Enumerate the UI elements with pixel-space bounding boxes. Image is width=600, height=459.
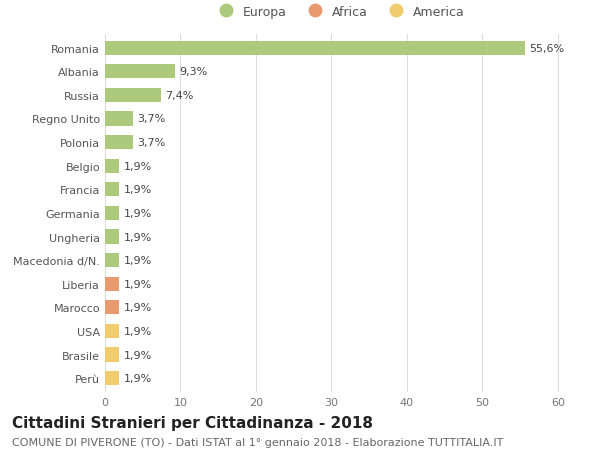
Bar xyxy=(105,324,119,338)
Bar xyxy=(105,65,175,79)
Bar xyxy=(105,136,133,150)
Bar xyxy=(105,371,119,386)
Legend: Europa, Africa, America: Europa, Africa, America xyxy=(211,3,467,21)
Text: 3,7%: 3,7% xyxy=(137,114,166,124)
Bar xyxy=(105,89,161,103)
Text: 1,9%: 1,9% xyxy=(124,279,152,289)
Bar xyxy=(105,301,119,315)
Bar xyxy=(105,159,119,174)
Text: 1,9%: 1,9% xyxy=(124,373,152,383)
Text: 1,9%: 1,9% xyxy=(124,350,152,360)
Text: 1,9%: 1,9% xyxy=(124,185,152,195)
Bar xyxy=(105,207,119,220)
Bar xyxy=(105,230,119,244)
Bar xyxy=(105,253,119,268)
Text: 3,7%: 3,7% xyxy=(137,138,166,148)
Text: 1,9%: 1,9% xyxy=(124,208,152,218)
Text: 55,6%: 55,6% xyxy=(529,44,565,54)
Bar xyxy=(105,348,119,362)
Text: 1,9%: 1,9% xyxy=(124,326,152,336)
Text: Cittadini Stranieri per Cittadinanza - 2018: Cittadini Stranieri per Cittadinanza - 2… xyxy=(12,415,373,431)
Text: 1,9%: 1,9% xyxy=(124,161,152,171)
Text: COMUNE DI PIVERONE (TO) - Dati ISTAT al 1° gennaio 2018 - Elaborazione TUTTITALI: COMUNE DI PIVERONE (TO) - Dati ISTAT al … xyxy=(12,437,503,447)
Bar xyxy=(105,277,119,291)
Text: 1,9%: 1,9% xyxy=(124,256,152,266)
Bar xyxy=(105,183,119,197)
Text: 1,9%: 1,9% xyxy=(124,302,152,313)
Text: 9,3%: 9,3% xyxy=(180,67,208,77)
Text: 1,9%: 1,9% xyxy=(124,232,152,242)
Bar xyxy=(105,41,524,56)
Text: 7,4%: 7,4% xyxy=(166,91,194,101)
Bar xyxy=(105,112,133,126)
